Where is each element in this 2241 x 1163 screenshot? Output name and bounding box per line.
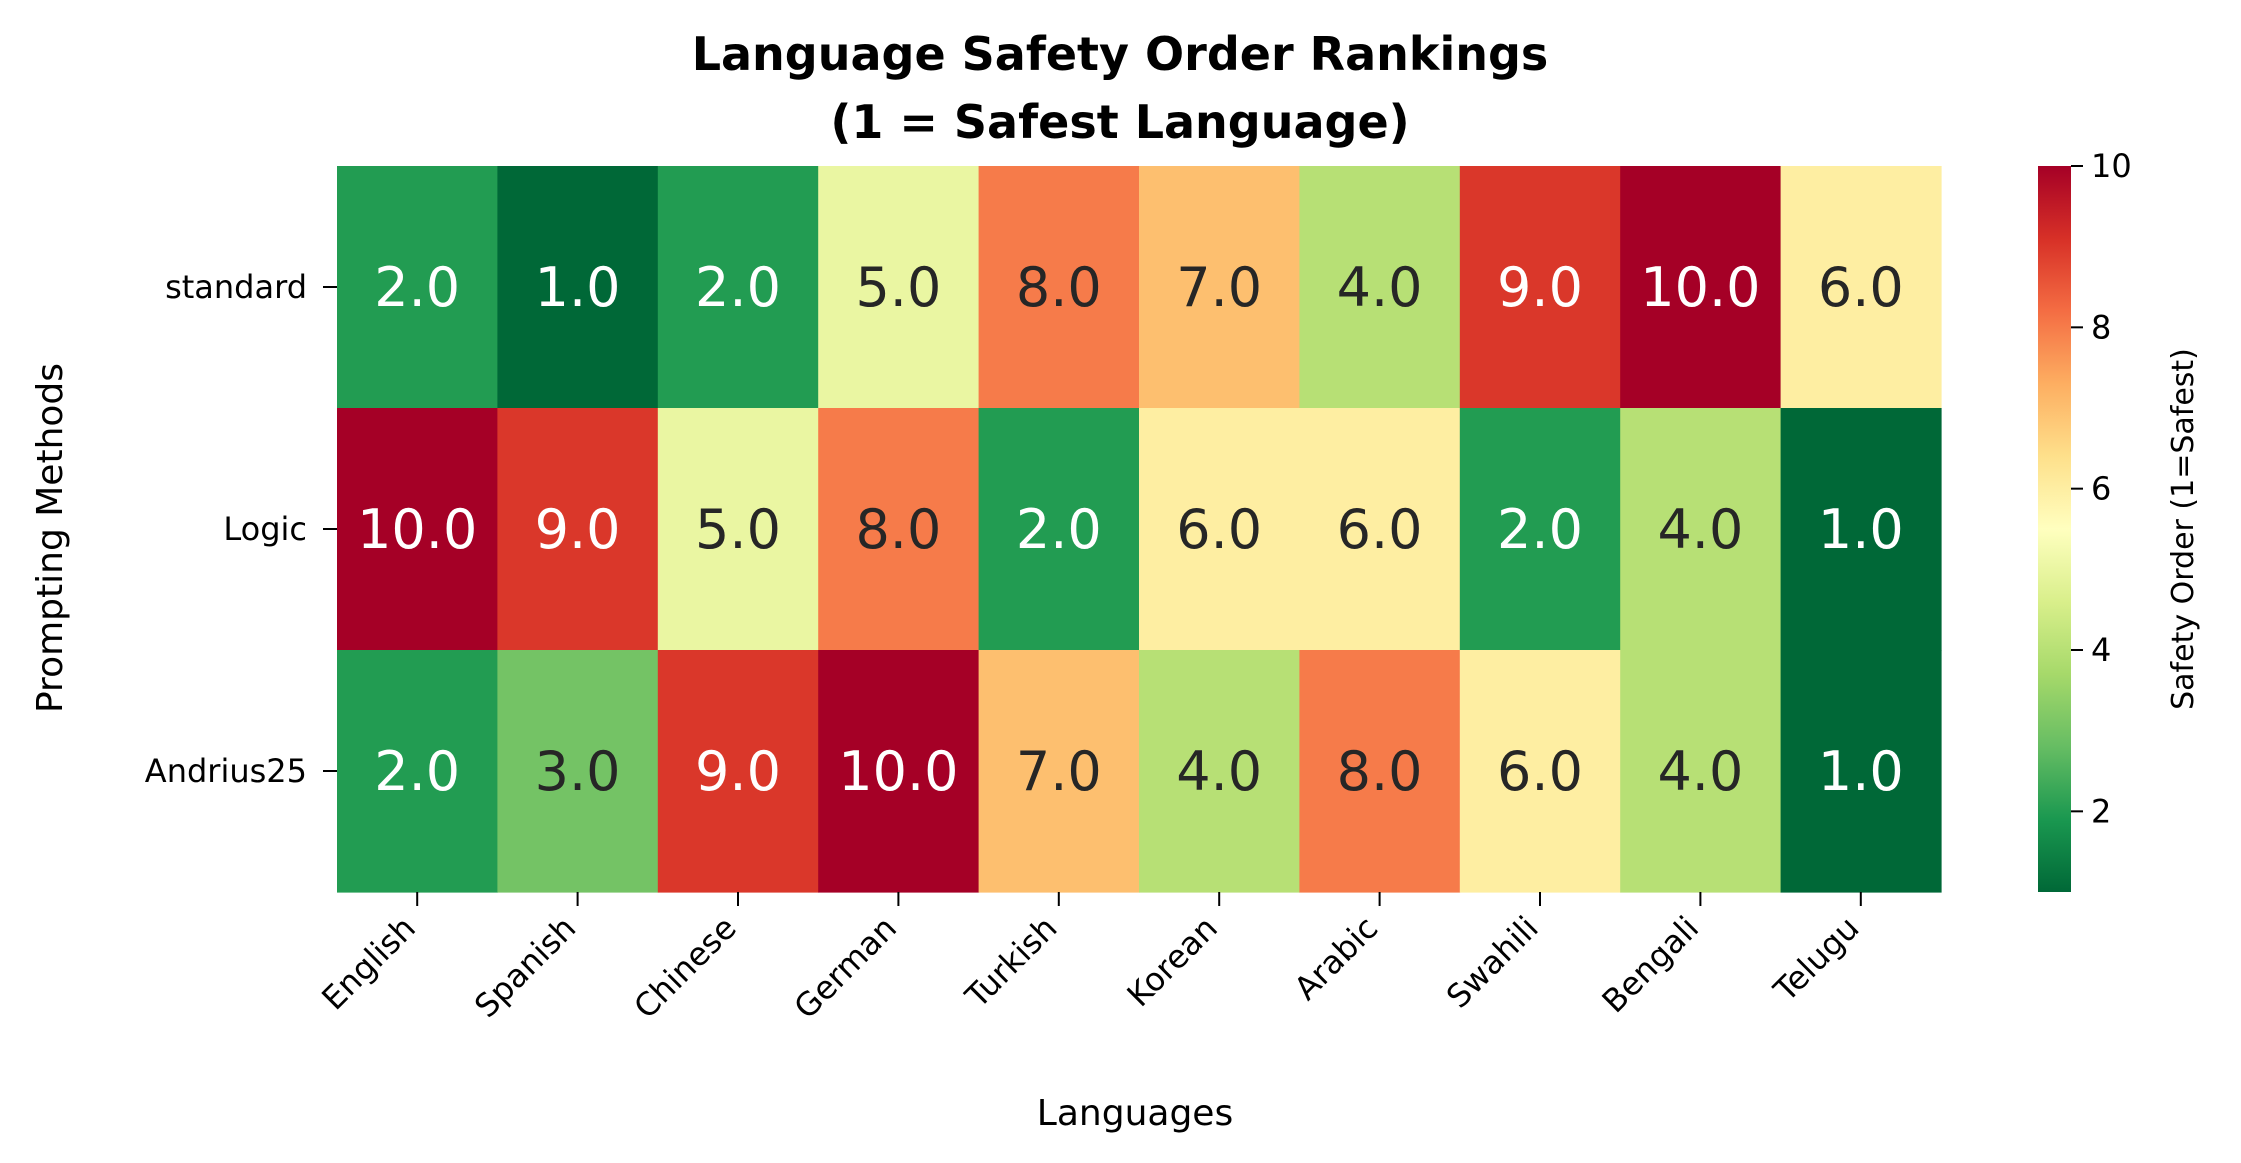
heatmap-cell <box>337 166 498 409</box>
cell-value-label: 4.0 <box>1657 740 1743 803</box>
cell-value-label: 6.0 <box>1497 740 1583 803</box>
cell-value-label: 9.0 <box>1497 256 1583 319</box>
cell-value-label: 4.0 <box>1657 498 1743 561</box>
heatmap-cell <box>1780 408 1942 651</box>
colorbar-label: Safety Order (1=Safest) <box>2166 348 2201 710</box>
heatmap-cell <box>497 408 659 651</box>
x-tick-label: Swahili <box>1439 909 1546 1016</box>
heatmap-cell <box>497 650 659 893</box>
cell-value-label: 6.0 <box>1818 256 1904 319</box>
heatmap-cell <box>978 408 1140 651</box>
x-tick-label: Turkish <box>957 909 1064 1016</box>
x-tick-label: English <box>314 909 423 1018</box>
cell-value-label: 6.0 <box>1337 498 1423 561</box>
cell-value-label: 7.0 <box>1176 256 1262 319</box>
cell-value-label: 5.0 <box>695 498 781 561</box>
x-tick-label: German <box>787 909 904 1026</box>
cell-value-label: 9.0 <box>695 740 781 803</box>
heatmap-cell <box>978 650 1140 893</box>
cell-value-label: 8.0 <box>855 498 941 561</box>
heatmap-cells: 2.0 1.0 2.0 5.0 8.0 7.0 4.0 9.0 10.0 6.0 10.0 9.0 5.… <box>337 166 1942 893</box>
chart-title-line-2: (1 = Safest Language) <box>830 95 1409 149</box>
cell-value-label: 2.0 <box>374 256 460 319</box>
cell-value-label: 1.0 <box>1818 498 1904 561</box>
heatmap-cell <box>657 650 819 893</box>
heatmap-cell <box>497 166 659 409</box>
cell-value-label: 8.0 <box>1337 740 1423 803</box>
x-tick-label: Bengali <box>1595 909 1706 1020</box>
cell-value-label: 1.0 <box>535 256 621 319</box>
colorbar-tick-label: 8 <box>2091 308 2111 346</box>
cell-value-label: 6.0 <box>1176 498 1262 561</box>
x-tick-label: Korean <box>1119 909 1224 1014</box>
y-axis-label: Prompting Methods <box>30 363 71 713</box>
heatmap-cell <box>1620 408 1782 651</box>
heatmap-cell <box>1299 408 1461 651</box>
cell-value-label: 8.0 <box>1016 256 1102 319</box>
heatmap-cell <box>1620 650 1782 893</box>
cell-value-label: 3.0 <box>535 740 621 803</box>
cell-value-label: 7.0 <box>1016 740 1102 803</box>
cell-value-label: 1.0 <box>1818 740 1904 803</box>
heatmap-cell <box>1620 166 1782 409</box>
heatmap-cell <box>1459 408 1621 651</box>
colorbar-tick-label: 10 <box>2091 147 2132 185</box>
heatmap-cell <box>818 650 980 893</box>
colorbar-tick-label: 2 <box>2091 792 2111 830</box>
heatmap-cell <box>337 408 498 651</box>
x-tick-label: Chinese <box>626 909 743 1026</box>
x-axis-label: Languages <box>1037 1093 1233 1134</box>
cell-value-label: 10.0 <box>357 498 477 561</box>
heatmap-cell <box>978 166 1140 409</box>
heatmap-cell <box>1780 650 1942 893</box>
cell-value-label: 4.0 <box>1337 256 1423 319</box>
cell-value-label: 9.0 <box>535 498 621 561</box>
x-axis-ticks: English Spanish Chinese German Turkish Korean… <box>314 892 1866 1026</box>
heatmap-cell <box>1780 166 1942 409</box>
cell-value-label: 5.0 <box>855 256 941 319</box>
x-tick-label: Arabic <box>1287 909 1386 1008</box>
cell-value-label: 2.0 <box>1016 498 1102 561</box>
heatmap-cell <box>1139 166 1300 409</box>
cell-value-label: 10.0 <box>838 740 958 803</box>
heatmap-cell <box>1459 166 1621 409</box>
y-tick-label: Logic <box>223 510 307 548</box>
chart-title-line-1: Language Safety Order Rankings <box>692 27 1549 81</box>
cell-value-label: 2.0 <box>695 256 781 319</box>
x-tick-label: Spanish <box>467 909 583 1025</box>
colorbar-tick-label: 6 <box>2091 470 2111 508</box>
heatmap-cell <box>657 166 819 409</box>
heatmap-cell <box>818 408 980 651</box>
cell-value-label: 2.0 <box>374 740 460 803</box>
heatmap-cell <box>818 166 980 409</box>
heatmap-cell <box>1459 650 1621 893</box>
cell-value-label: 2.0 <box>1497 498 1583 561</box>
cell-value-label: 4.0 <box>1176 740 1262 803</box>
heatmap-cell <box>1139 650 1300 893</box>
y-axis-ticks: standard Logic Andrius25 <box>145 268 337 790</box>
y-tick-label: standard <box>165 268 307 306</box>
heatmap-cell <box>1299 650 1461 893</box>
cell-value-label: 10.0 <box>1640 256 1760 319</box>
colorbar <box>2038 166 2071 892</box>
colorbar-tick-label: 4 <box>2091 631 2111 669</box>
colorbar-ticks: 2 4 6 8 10 <box>2071 147 2132 830</box>
y-tick-label: Andrius25 <box>145 752 307 790</box>
heatmap-cell <box>337 650 498 893</box>
heatmap-cell <box>657 408 819 651</box>
x-tick-label: Telugu <box>1766 909 1867 1010</box>
heatmap-cell <box>1299 166 1461 409</box>
heatmap-cell <box>1139 408 1300 651</box>
